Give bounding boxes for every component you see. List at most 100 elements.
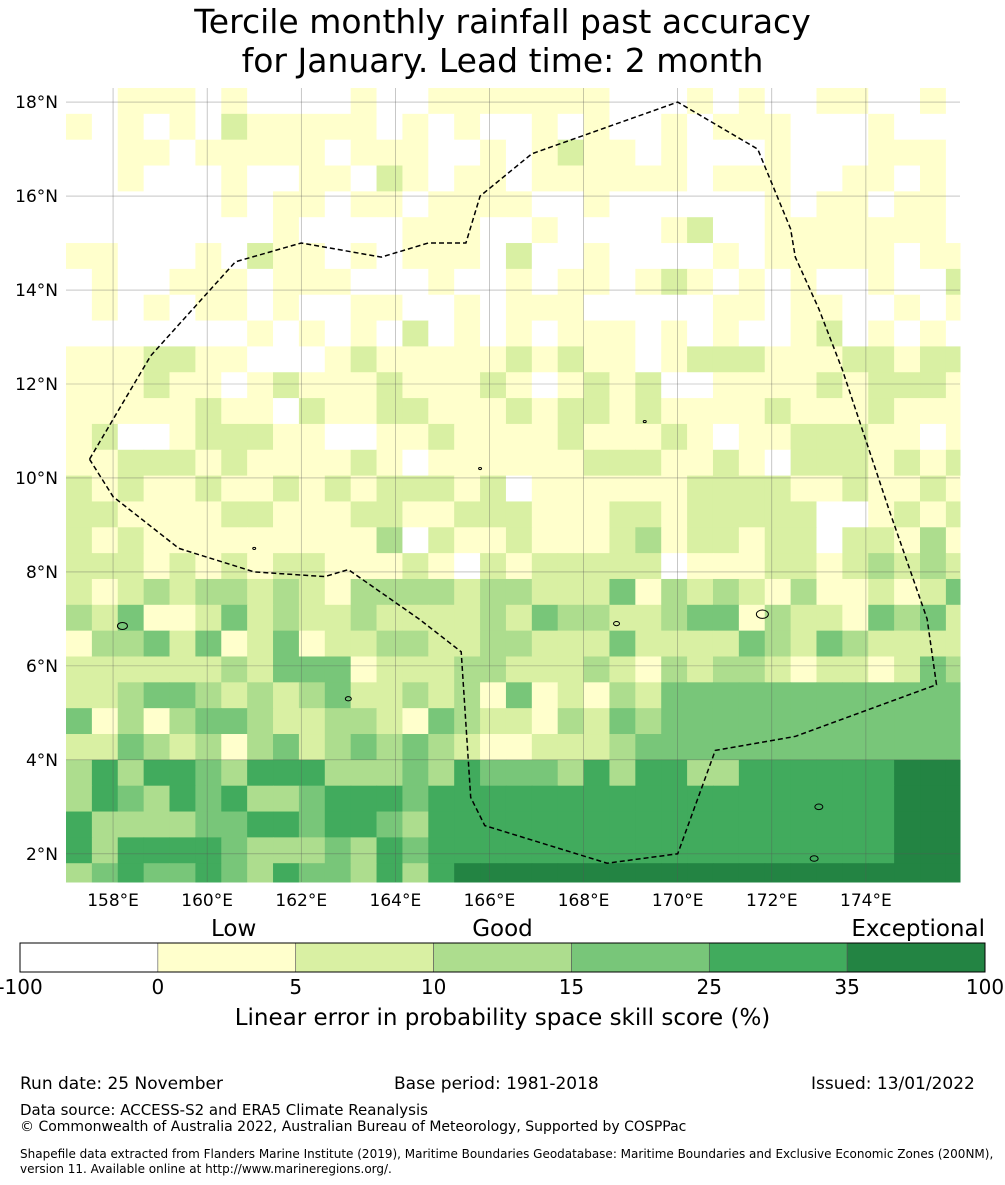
- skill-cell: [117, 863, 145, 883]
- skill-cell: [764, 449, 792, 477]
- skill-cell: [635, 578, 662, 606]
- island-outline: [344, 696, 352, 702]
- skill-cell: [816, 501, 843, 528]
- skill-cell: [428, 449, 455, 477]
- skill-cell: [920, 320, 947, 347]
- skill-cell: [117, 191, 145, 218]
- skill-cell: [894, 449, 921, 477]
- skill-cell: [790, 578, 817, 606]
- skill-cell: [920, 604, 947, 632]
- skill-cell: [842, 165, 869, 192]
- skill-cell: [583, 604, 610, 632]
- skill-cell: [273, 449, 300, 477]
- skill-cell: [661, 734, 688, 761]
- skill-cell: [920, 268, 947, 296]
- skill-cell: [687, 759, 714, 787]
- skill-cell: [273, 475, 300, 502]
- skill-cell: [454, 113, 481, 141]
- skill-cell: [868, 165, 895, 192]
- skill-cell: [428, 346, 455, 373]
- skill-cell: [143, 656, 171, 683]
- skill-cell: [583, 372, 610, 399]
- skill-cell: [117, 217, 145, 244]
- skill-cell: [376, 682, 403, 709]
- skill-cell: [583, 708, 610, 735]
- skill-cell: [920, 527, 947, 554]
- skill-cell: [531, 553, 559, 580]
- skill-cell: [324, 113, 352, 141]
- skill-cell: [324, 656, 352, 683]
- skill-cell: [117, 113, 145, 141]
- skill-cell: [583, 475, 610, 502]
- skill-cell: [505, 863, 533, 883]
- skill-cell: [531, 734, 559, 761]
- skill-cell: [143, 113, 171, 141]
- skill-cell: [738, 398, 766, 425]
- skill-cell: [195, 734, 222, 761]
- skill-cell: [842, 320, 869, 347]
- skill-cell: [816, 294, 843, 322]
- skill-cell: [402, 785, 429, 813]
- skill-cell: [738, 165, 766, 192]
- skill-cell: [480, 346, 507, 373]
- skill-cell: [402, 578, 429, 606]
- skill-cell: [350, 398, 378, 425]
- skill-cell: [764, 165, 792, 192]
- skill-cell: [117, 139, 145, 167]
- skill-cell: [842, 863, 869, 883]
- skill-cell: [402, 243, 429, 270]
- skill-cell: [868, 578, 895, 606]
- skill-cell: [273, 811, 300, 838]
- skill-cell: [117, 423, 145, 451]
- skill-cell: [324, 759, 352, 787]
- skill-cell: [738, 553, 766, 580]
- skill-cell: [609, 475, 636, 502]
- skill-cell: [712, 553, 740, 580]
- skill-cell: [764, 113, 792, 141]
- skill-cell: [402, 553, 429, 580]
- skill-cell: [687, 320, 714, 347]
- skill-cell: [816, 527, 843, 554]
- skill-cell: [945, 682, 961, 709]
- skill-cell: [480, 785, 507, 813]
- skill-cell: [790, 553, 817, 580]
- skill-cell: [350, 268, 378, 296]
- skill-cell: [66, 113, 93, 141]
- skill-cell: [583, 449, 610, 477]
- skill-cell: [91, 88, 119, 115]
- skill-cell: [816, 553, 843, 580]
- skill-cell: [764, 785, 792, 813]
- skill-cell: [842, 449, 869, 477]
- skill-cell: [169, 656, 196, 683]
- skill-cell: [557, 217, 585, 244]
- skill-cell: [324, 708, 352, 735]
- skill-cell: [454, 811, 481, 838]
- skill-cell: [920, 759, 947, 787]
- skill-cell: [117, 501, 145, 528]
- skill-cell: [635, 734, 662, 761]
- skill-cell: [169, 604, 196, 632]
- skill-cell: [894, 191, 921, 218]
- island-outline: [642, 420, 647, 424]
- skill-cell: [868, 630, 895, 657]
- skill-cell: [273, 734, 300, 761]
- skill-cell: [195, 88, 222, 115]
- skill-cell: [143, 863, 171, 883]
- skill-cell: [945, 811, 961, 838]
- skill-cell: [920, 217, 947, 244]
- skill-cell: [247, 811, 274, 838]
- skill-cell: [764, 243, 792, 270]
- skill-cell: [505, 398, 533, 425]
- skill-cell: [531, 785, 559, 813]
- skill-cell: [920, 372, 947, 399]
- colorbar-bin: [295, 942, 434, 973]
- skill-cell: [712, 656, 740, 683]
- graticule: [66, 88, 960, 882]
- skill-cell: [480, 165, 507, 192]
- skill-cell: [635, 346, 662, 373]
- skill-cell: [945, 630, 961, 657]
- skill-cell: [91, 604, 119, 632]
- skill-cell: [247, 294, 274, 322]
- skill-cell: [376, 527, 403, 554]
